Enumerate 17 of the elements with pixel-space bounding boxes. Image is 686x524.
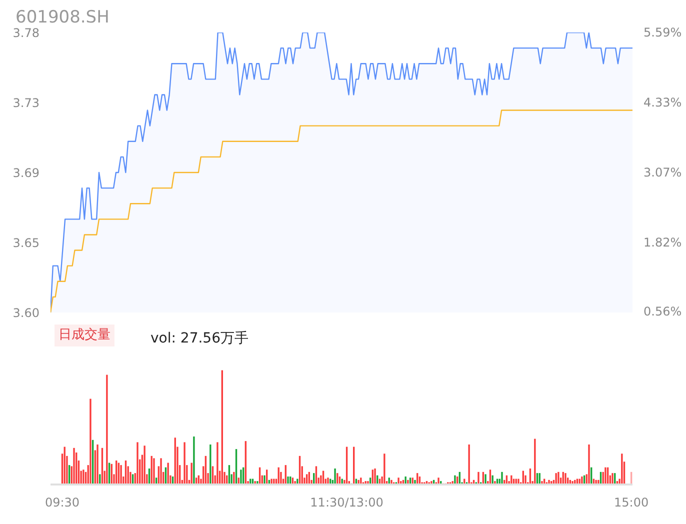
- y-tick-label: 3.69: [12, 166, 40, 180]
- x-tick-label: 15:00: [614, 496, 649, 510]
- chart-title: 601908.SH: [16, 8, 110, 28]
- y-tick-label: 3.60: [12, 306, 40, 320]
- y-tick-label: 3.78: [12, 26, 40, 40]
- y2-tick-label: 3.07%: [644, 166, 682, 180]
- y2-tick-label: 4.33%: [644, 96, 682, 110]
- y2-tick-label: 1.82%: [644, 236, 682, 250]
- y2-tick-label: 0.56%: [644, 304, 682, 318]
- line-series: [50, 110, 632, 312]
- y-tick-label: 3.65: [12, 236, 40, 250]
- y-tick-label: 3.73: [12, 96, 40, 110]
- x-tick-label: 11:30/13:00: [310, 496, 384, 510]
- x-tick-label: 09:30: [44, 496, 80, 510]
- text: 日成交量: [58, 326, 110, 342]
- text: vol: 27.56万手: [150, 330, 248, 346]
- y2-tick-label: 5.59%: [644, 26, 682, 40]
